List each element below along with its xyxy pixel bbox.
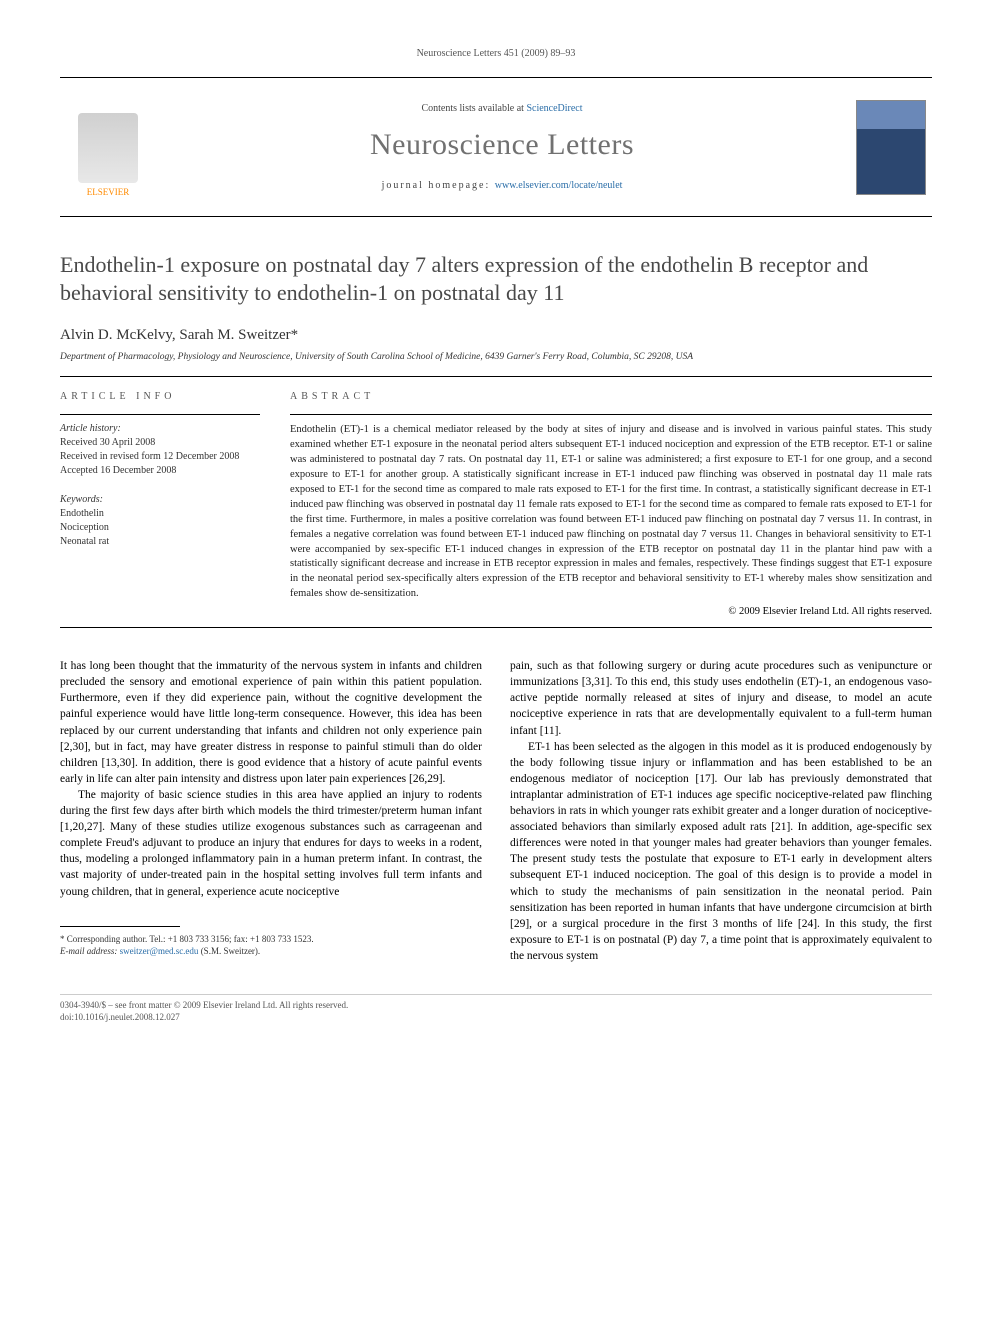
email-suffix: (S.M. Sweitzer). <box>198 946 260 956</box>
footnote-line-1: * Corresponding author. Tel.: +1 803 733… <box>60 933 482 945</box>
article-info-column: article info Article history: Received 3… <box>60 391 260 617</box>
body-column-right: pain, such as that following surgery or … <box>510 658 932 964</box>
corresponding-author-footnote: * Corresponding author. Tel.: +1 803 733… <box>60 933 482 957</box>
elsevier-logo: ELSEVIER <box>68 97 148 197</box>
affiliation: Department of Pharmacology, Physiology a… <box>60 352 932 362</box>
body-para-3: pain, such as that following surgery or … <box>510 658 932 738</box>
article-info-heading: article info <box>60 391 260 402</box>
journal-masthead: ELSEVIER Contents lists available at Sci… <box>60 77 932 217</box>
doi-line: doi:10.1016/j.neulet.2008.12.027 <box>60 1011 932 1023</box>
keywords-label: Keywords: <box>60 494 260 505</box>
journal-name: Neuroscience Letters <box>148 128 856 162</box>
body-columns: It has long been thought that the immatu… <box>60 658 932 964</box>
footnote-separator <box>60 926 180 927</box>
journal-cover-thumbnail <box>856 100 926 195</box>
masthead-center: Contents lists available at ScienceDirec… <box>148 103 856 191</box>
history-revised: Received in revised form 12 December 200… <box>60 450 260 464</box>
keyword-2: Nociception <box>60 521 260 535</box>
front-matter-line: 0304-3940/$ – see front matter © 2009 El… <box>60 999 932 1011</box>
info-abstract-row: article info Article history: Received 3… <box>60 391 932 617</box>
divider-bottom <box>60 627 932 628</box>
abstract-text: Endothelin (ET)-1 is a chemical mediator… <box>290 423 932 602</box>
abstract-copyright: © 2009 Elsevier Ireland Ltd. All rights … <box>290 606 932 617</box>
divider-top <box>60 376 932 377</box>
running-header: Neuroscience Letters 451 (2009) 89–93 <box>60 48 932 59</box>
article-title: Endothelin-1 exposure on postnatal day 7… <box>60 251 932 307</box>
keyword-1: Endothelin <box>60 507 260 521</box>
abstract-heading: abstract <box>290 391 932 402</box>
corresponding-email[interactable]: sweitzer@med.sc.edu <box>120 946 199 956</box>
info-divider-1 <box>60 414 260 415</box>
sciencedirect-link[interactable]: ScienceDirect <box>526 103 582 114</box>
elsevier-tree-icon <box>78 113 138 183</box>
keywords-block: Keywords: Endothelin Nociception Neonata… <box>60 494 260 549</box>
history-label: Article history: <box>60 423 260 434</box>
body-para-1: It has long been thought that the immatu… <box>60 658 482 787</box>
contents-prefix: Contents lists available at <box>421 103 526 114</box>
keyword-3: Neonatal rat <box>60 535 260 549</box>
homepage-line: journal homepage: www.elsevier.com/locat… <box>148 180 856 191</box>
contents-available-line: Contents lists available at ScienceDirec… <box>148 103 856 114</box>
homepage-url[interactable]: www.elsevier.com/locate/neulet <box>495 180 623 191</box>
body-para-4: ET-1 has been selected as the algogen in… <box>510 739 932 964</box>
article-history-block: Article history: Received 30 April 2008 … <box>60 423 260 478</box>
publisher-label: ELSEVIER <box>87 187 130 197</box>
author-list: Alvin D. McKelvy, Sarah M. Sweitzer* <box>60 327 932 344</box>
footnote-line-2: E-mail address: sweitzer@med.sc.edu (S.M… <box>60 945 482 957</box>
page-footer: 0304-3940/$ – see front matter © 2009 El… <box>60 994 932 1023</box>
abstract-column: abstract Endothelin (ET)-1 is a chemical… <box>290 391 932 617</box>
body-column-left: It has long been thought that the immatu… <box>60 658 482 964</box>
email-label: E-mail address: <box>60 946 120 956</box>
history-received: Received 30 April 2008 <box>60 436 260 450</box>
abstract-divider <box>290 414 932 415</box>
page: Neuroscience Letters 451 (2009) 89–93 EL… <box>0 0 992 1071</box>
body-para-2: The majority of basic science studies in… <box>60 787 482 900</box>
history-accepted: Accepted 16 December 2008 <box>60 464 260 478</box>
homepage-prefix: journal homepage: <box>382 180 495 191</box>
